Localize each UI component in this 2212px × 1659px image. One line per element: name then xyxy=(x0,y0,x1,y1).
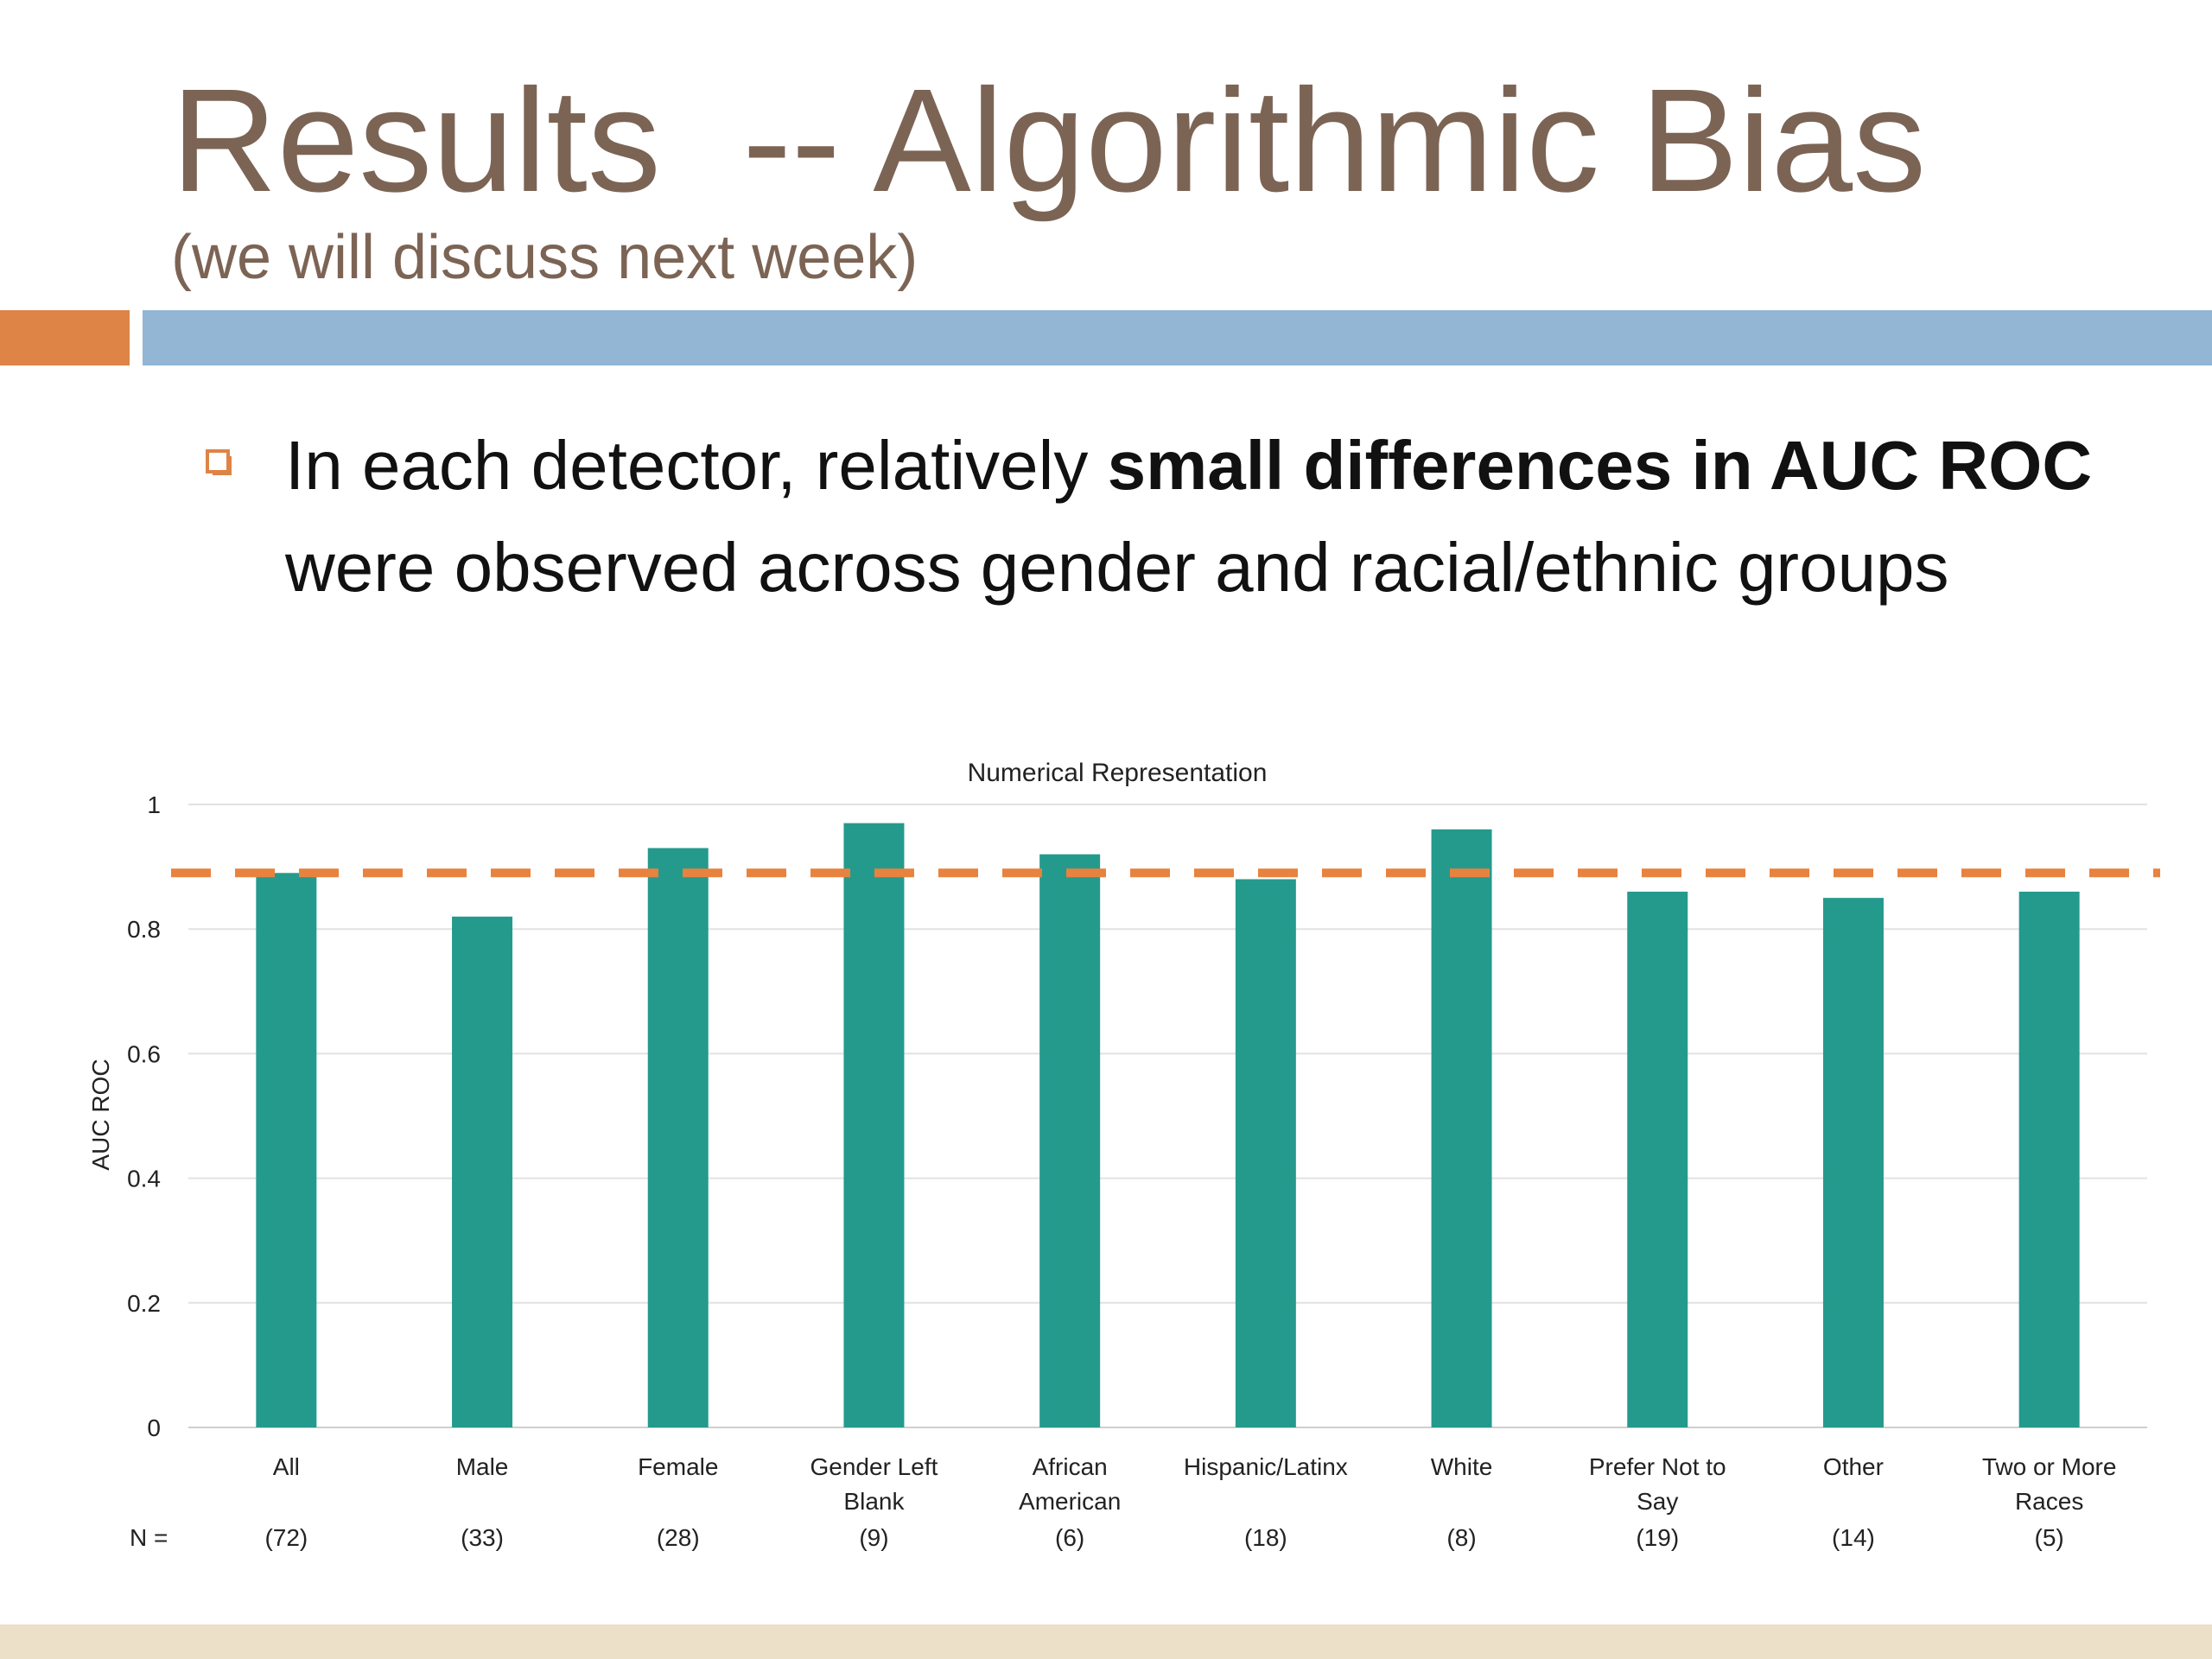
category-label: All xyxy=(273,1453,300,1480)
bullet-part-1: In each detector, relatively xyxy=(285,427,1108,504)
y-axis-ticks: 0 0.2 0.4 0.6 0.8 1 xyxy=(127,791,161,1441)
sample-size-label: (19) xyxy=(1636,1524,1679,1551)
category-label: Races xyxy=(2015,1488,2083,1515)
grid-lines xyxy=(188,804,2147,1428)
category-label: Male xyxy=(456,1453,509,1480)
sample-size-label: (6) xyxy=(1055,1524,1084,1551)
bar xyxy=(452,916,513,1427)
category-label: African xyxy=(1033,1453,1108,1480)
bar xyxy=(1627,891,1688,1427)
x-axis-labels: All Male Female Gender Left Blank African Amer… xyxy=(273,1453,2117,1515)
slide-subtitle: (we will discuss next week) xyxy=(171,223,918,292)
hollow-square-icon xyxy=(206,449,232,475)
category-label: Hispanic/Latinx xyxy=(1184,1453,1348,1480)
category-label: Blank xyxy=(843,1488,905,1515)
y-axis-label: AUC ROC xyxy=(87,1058,114,1170)
bar xyxy=(2018,891,2080,1427)
sample-size-label: (14) xyxy=(1832,1524,1875,1551)
title-divider-blue xyxy=(143,310,2212,365)
bar xyxy=(1235,879,1296,1427)
footer-band xyxy=(0,1624,2212,1659)
auc-roc-bar-chart: 0 0.2 0.4 0.6 0.8 1 All Male Female Gender Left B… xyxy=(87,759,2160,1551)
category-label: White xyxy=(1431,1453,1493,1480)
bar xyxy=(1822,898,1884,1427)
sample-size-label: (5) xyxy=(2035,1524,2064,1551)
category-label: Prefer Not to xyxy=(1589,1453,1726,1480)
category-label: Female xyxy=(638,1453,718,1480)
bar xyxy=(647,848,709,1427)
bar xyxy=(1431,829,1492,1427)
bars xyxy=(256,823,2080,1427)
y-tick-label: 0.2 xyxy=(127,1290,161,1317)
y-tick-label: 0.6 xyxy=(127,1040,161,1067)
y-tick-label: 0.4 xyxy=(127,1166,161,1192)
slide-title: Results -- Algorithmic Bias xyxy=(171,59,1927,223)
category-label: Gender Left xyxy=(810,1453,938,1480)
category-label: Other xyxy=(1823,1453,1884,1480)
title-divider-orange xyxy=(0,310,130,365)
sample-size-labels: (72) (33) (28) (9) (6) (18) (8) (19) (14) (5) N = xyxy=(130,1524,2064,1551)
y-tick-label: 1 xyxy=(147,791,161,818)
category-label: American xyxy=(1019,1488,1121,1515)
bar xyxy=(256,873,317,1427)
bar xyxy=(1039,854,1101,1427)
chart-title: Numerical Representation xyxy=(968,759,1268,787)
bullet-bold: small differences in AUC ROC xyxy=(1107,427,2093,504)
bullet-part-2: were observed across gender and racial/e… xyxy=(285,529,1949,606)
sample-size-label: (28) xyxy=(657,1524,700,1551)
y-tick-label: 0.8 xyxy=(127,916,161,943)
sample-size-label: (72) xyxy=(264,1524,308,1551)
category-label: Two or More xyxy=(1982,1453,2117,1480)
sample-size-label: (33) xyxy=(461,1524,504,1551)
sample-size-label: (8) xyxy=(1446,1524,1476,1551)
sample-size-label: (9) xyxy=(859,1524,888,1551)
y-tick-label: 0 xyxy=(147,1414,161,1441)
n-label: N = xyxy=(130,1524,168,1551)
bar xyxy=(843,823,905,1427)
bullet-text: In each detector, relatively small diffe… xyxy=(285,415,2100,619)
sample-size-label: (18) xyxy=(1244,1524,1287,1551)
category-label: Say xyxy=(1637,1488,1678,1515)
